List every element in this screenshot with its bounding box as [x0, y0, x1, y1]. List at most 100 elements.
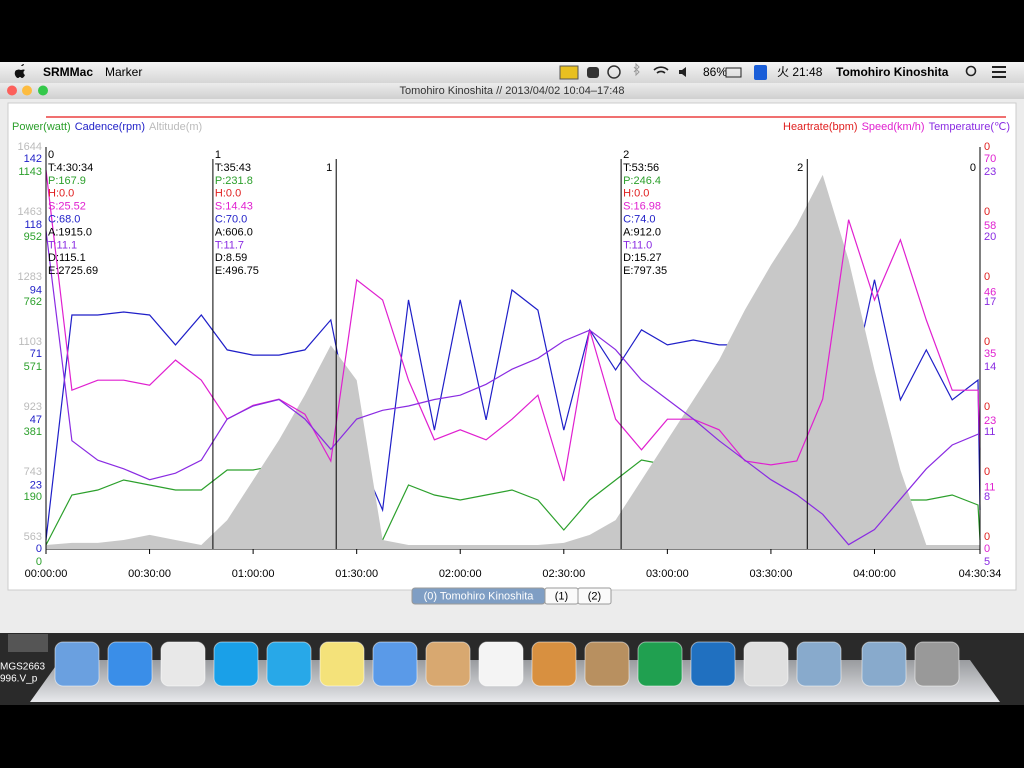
- marker-label: 0: [970, 162, 976, 174]
- wifi-icon[interactable]: [653, 66, 669, 74]
- y-tick-label: 23: [984, 415, 996, 427]
- lap-info: A:1915.0: [48, 226, 92, 238]
- dock-icon[interactable]: [796, 641, 842, 687]
- legend-entry: Altitude(m): [149, 121, 202, 133]
- lap-info: T:11.0: [623, 239, 652, 251]
- dock-icon[interactable]: [54, 641, 100, 687]
- y-tick-label: 0: [36, 556, 42, 568]
- window-title: Tomohiro Kinoshita // 2013/04/02 10:04–1…: [399, 85, 624, 97]
- y-tick-label: 23: [984, 166, 996, 178]
- y-tick-label: 0: [984, 141, 990, 153]
- close-button[interactable]: [7, 85, 17, 96]
- tab-label[interactable]: (2): [588, 590, 601, 602]
- y-tick-label: 94: [30, 285, 42, 297]
- status-icon[interactable]: [587, 67, 599, 78]
- y-tick-label: 0: [36, 543, 42, 555]
- clock[interactable]: 火 21:48: [777, 65, 823, 79]
- x-tick-label: 03:30:00: [750, 568, 793, 580]
- lap-info: H:0.0: [623, 188, 649, 200]
- dock-icon[interactable]: [372, 641, 418, 687]
- lap-info: C:68.0: [48, 214, 80, 226]
- dock-icon[interactable]: [160, 641, 206, 687]
- altitude-area: [46, 174, 980, 549]
- tab-label[interactable]: (1): [555, 590, 568, 602]
- y-tick-label: 0: [984, 401, 990, 413]
- notification-icon[interactable]: [992, 66, 1006, 78]
- user-menu[interactable]: Tomohiro Kinoshita: [836, 65, 949, 79]
- y-tick-label: 14: [984, 361, 996, 373]
- time-machine-icon[interactable]: [607, 65, 621, 79]
- battery-icon[interactable]: [725, 67, 742, 78]
- lap-info: D:115.1: [48, 252, 86, 264]
- y-tick-label: 71: [30, 348, 42, 360]
- y-tick-label: 1644: [18, 141, 42, 153]
- desktop-file: [8, 634, 48, 652]
- y-tick-label: 1283: [18, 271, 42, 283]
- dock-icon[interactable]: [914, 641, 960, 687]
- y-tick-label: 20: [984, 231, 996, 243]
- lap-info: E:496.75: [215, 265, 259, 277]
- lap-info: T:11.7: [215, 239, 244, 251]
- tab[interactable]: [577, 587, 612, 605]
- y-tick-label: 0: [984, 543, 990, 555]
- marker-label: 1: [215, 149, 221, 161]
- y-tick-label: 0: [984, 531, 990, 543]
- x-tick-label: 01:30:00: [335, 568, 378, 580]
- spotlight-icon[interactable]: [965, 65, 977, 77]
- dock-icon[interactable]: [861, 641, 907, 687]
- x-tick-label: 02:00:00: [439, 568, 482, 580]
- dock-icon[interactable]: [690, 641, 736, 687]
- x-tick-label: 00:00:00: [25, 568, 68, 580]
- lap-info: T:53:56: [623, 162, 659, 174]
- bluetooth-icon[interactable]: [633, 62, 640, 77]
- input-icon[interactable]: [754, 65, 767, 80]
- dock-icon[interactable]: [478, 641, 524, 687]
- y-tick-label: 571: [24, 361, 42, 373]
- dock-icon[interactable]: [213, 641, 259, 687]
- lap-info: D:15.27: [623, 252, 662, 264]
- lap-info: T:4:30:34: [48, 162, 93, 174]
- y-tick-label: 563: [24, 531, 42, 543]
- y-tick-label: 11: [984, 426, 995, 438]
- legend-entry: Temperature(℃): [929, 121, 1010, 133]
- lap-info: S:25.52: [48, 201, 86, 213]
- y-tick-label: 762: [24, 296, 42, 308]
- dock-icon[interactable]: [531, 641, 577, 687]
- dock-icon[interactable]: [266, 641, 312, 687]
- marker-menu[interactable]: Marker: [105, 65, 142, 79]
- dock-icon[interactable]: [743, 641, 789, 687]
- series-line: [45, 230, 980, 546]
- y-tick-label: 17: [984, 296, 996, 308]
- y-tick-label: 8: [984, 491, 990, 503]
- y-tick-label: 1143: [18, 166, 42, 178]
- marker-label: 2: [797, 162, 803, 174]
- series-line: [45, 170, 981, 482]
- dock-icon[interactable]: [107, 641, 153, 687]
- desktop-label: 996.V_p: [0, 674, 38, 685]
- y-tick-label: 952: [24, 231, 42, 243]
- tab-label[interactable]: (0) Tomohiro Kinoshita: [424, 590, 535, 602]
- lap-info: P:246.4: [623, 175, 661, 187]
- x-tick-label: 01:00:00: [232, 568, 275, 580]
- dock-icon[interactable]: [319, 641, 365, 687]
- lap-info: D:8.59: [215, 252, 247, 264]
- dock-icon[interactable]: [425, 641, 471, 687]
- dock-icon[interactable]: [584, 641, 630, 687]
- dock-icon[interactable]: [637, 641, 683, 687]
- zoom-button[interactable]: [38, 85, 48, 96]
- menubar: [0, 62, 1024, 83]
- status-icon[interactable]: [559, 65, 579, 80]
- lap-info: E:2725.69: [48, 265, 98, 277]
- lap-info: A:606.0: [215, 226, 253, 238]
- y-tick-label: 0: [984, 336, 990, 348]
- y-tick-label: 190: [24, 491, 42, 503]
- battery-percent[interactable]: 86%: [703, 65, 727, 79]
- minimize-button[interactable]: [22, 85, 32, 96]
- x-tick-label: 02:30:00: [542, 568, 585, 580]
- lap-info: P:231.8: [215, 175, 253, 187]
- apple-menu[interactable]: [14, 64, 25, 78]
- app-menu[interactable]: SRMMac: [43, 65, 93, 79]
- volume-icon[interactable]: [679, 67, 686, 77]
